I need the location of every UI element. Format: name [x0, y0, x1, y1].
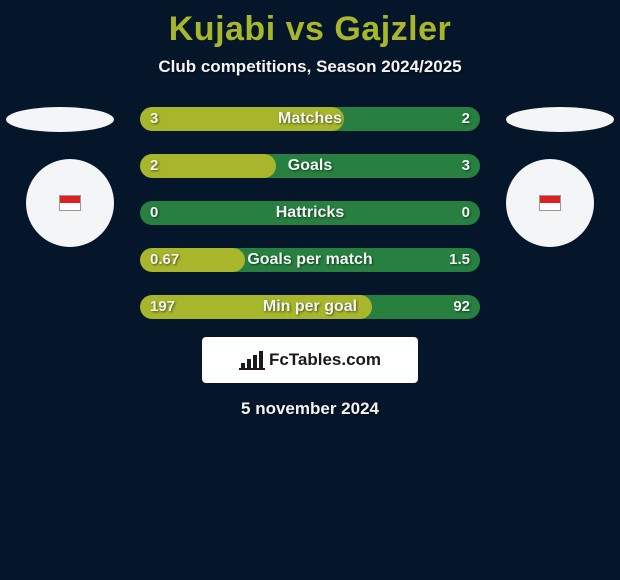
stats-area: 3Matches22Goals30Hattricks00.67Goals per… — [0, 107, 620, 319]
club-circle-right — [506, 159, 594, 247]
stat-row: 2Goals3 — [140, 154, 480, 178]
bar-chart-icon — [239, 349, 265, 371]
stat-row: 0.67Goals per match1.5 — [140, 248, 480, 272]
stat-row: 197Min per goal92 — [140, 295, 480, 319]
stat-value-right: 92 — [453, 295, 470, 319]
stat-label: Matches — [140, 107, 480, 131]
logo-box[interactable]: FcTables.com — [202, 337, 418, 383]
stat-label: Min per goal — [140, 295, 480, 319]
club-circle-left — [26, 159, 114, 247]
stat-label: Goals — [140, 154, 480, 178]
stat-value-right: 3 — [462, 154, 470, 178]
stat-row: 3Matches2 — [140, 107, 480, 131]
stat-rows: 3Matches22Goals30Hattricks00.67Goals per… — [140, 107, 480, 319]
flag-icon — [59, 195, 81, 211]
country-ellipse-right — [506, 107, 614, 132]
stat-label: Goals per match — [140, 248, 480, 272]
stat-value-right: 0 — [462, 201, 470, 225]
comparison-card: Kujabi vs Gajzler Club competitions, Sea… — [0, 0, 620, 580]
stat-value-right: 2 — [462, 107, 470, 131]
stat-label: Hattricks — [140, 201, 480, 225]
page-title: Kujabi vs Gajzler — [0, 0, 620, 49]
stat-value-right: 1.5 — [449, 248, 470, 272]
flag-icon — [539, 195, 561, 211]
date-line: 5 november 2024 — [0, 399, 620, 419]
subtitle: Club competitions, Season 2024/2025 — [0, 57, 620, 77]
stat-row: 0Hattricks0 — [140, 201, 480, 225]
logo-text: FcTables.com — [269, 350, 381, 370]
country-ellipse-left — [6, 107, 114, 132]
